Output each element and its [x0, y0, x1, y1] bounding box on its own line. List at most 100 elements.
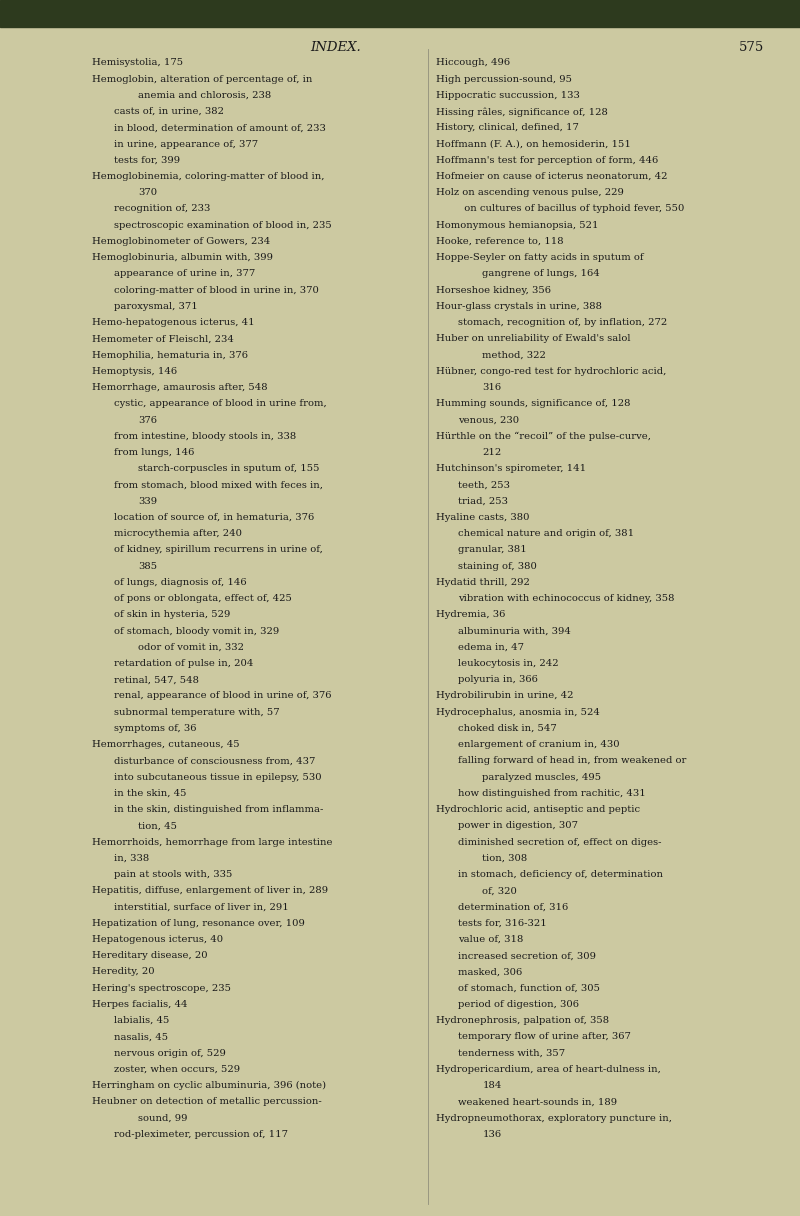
Text: cystic, appearance of blood in urine from,: cystic, appearance of blood in urine fro… — [114, 399, 327, 409]
Text: nervous origin of, 529: nervous origin of, 529 — [114, 1048, 226, 1058]
Text: interstitial, surface of liver in, 291: interstitial, surface of liver in, 291 — [114, 902, 289, 912]
Text: staining of, 380: staining of, 380 — [458, 562, 538, 570]
Text: temporary flow of urine after, 367: temporary flow of urine after, 367 — [458, 1032, 631, 1041]
Text: period of digestion, 306: period of digestion, 306 — [458, 1000, 579, 1009]
Text: location of source of, in hematuria, 376: location of source of, in hematuria, 376 — [114, 513, 314, 522]
Text: into subcutaneous tissue in epilepsy, 530: into subcutaneous tissue in epilepsy, 53… — [114, 772, 322, 782]
Text: labialis, 45: labialis, 45 — [114, 1017, 170, 1025]
Text: triad, 253: triad, 253 — [458, 496, 509, 506]
Text: Hydatid thrill, 292: Hydatid thrill, 292 — [436, 578, 530, 587]
Text: Hippocratic succussion, 133: Hippocratic succussion, 133 — [436, 91, 580, 100]
Text: coloring-matter of blood in urine in, 370: coloring-matter of blood in urine in, 37… — [114, 286, 319, 294]
Text: Hydremia, 36: Hydremia, 36 — [436, 610, 506, 619]
Text: 212: 212 — [482, 447, 502, 457]
Text: tion, 45: tion, 45 — [138, 821, 178, 831]
Text: Hydrocephalus, anosmia in, 524: Hydrocephalus, anosmia in, 524 — [436, 708, 600, 716]
Text: retardation of pulse in, 204: retardation of pulse in, 204 — [114, 659, 254, 668]
Text: sound, 99: sound, 99 — [138, 1114, 188, 1122]
Text: Hoppe-Seyler on fatty acids in sputum of: Hoppe-Seyler on fatty acids in sputum of — [436, 253, 644, 263]
Text: High percussion-sound, 95: High percussion-sound, 95 — [436, 74, 572, 84]
Text: Hering's spectroscope, 235: Hering's spectroscope, 235 — [92, 984, 231, 992]
Text: Hemoglobinemia, coloring-matter of blood in,: Hemoglobinemia, coloring-matter of blood… — [92, 171, 325, 181]
Text: choked disk in, 547: choked disk in, 547 — [458, 724, 557, 733]
Text: gangrene of lungs, 164: gangrene of lungs, 164 — [482, 270, 600, 278]
Text: disturbance of consciousness from, 437: disturbance of consciousness from, 437 — [114, 756, 316, 765]
Text: in urine, appearance of, 377: in urine, appearance of, 377 — [114, 140, 258, 148]
Text: Hoffmann (F. A.), on hemosiderin, 151: Hoffmann (F. A.), on hemosiderin, 151 — [436, 140, 631, 148]
Text: vibration with echinococcus of kidney, 358: vibration with echinococcus of kidney, 3… — [458, 595, 675, 603]
Text: tenderness with, 357: tenderness with, 357 — [458, 1048, 566, 1058]
Text: Hyaline casts, 380: Hyaline casts, 380 — [436, 513, 530, 522]
Text: recognition of, 233: recognition of, 233 — [114, 204, 210, 214]
Text: microcythemia after, 240: microcythemia after, 240 — [114, 529, 242, 539]
Text: appearance of urine in, 377: appearance of urine in, 377 — [114, 270, 256, 278]
Text: Hepatogenous icterus, 40: Hepatogenous icterus, 40 — [92, 935, 223, 944]
Text: INDEX.: INDEX. — [310, 41, 362, 55]
Text: Hissing râles, significance of, 128: Hissing râles, significance of, 128 — [436, 107, 608, 117]
Text: Herpes facialis, 44: Herpes facialis, 44 — [92, 1000, 187, 1009]
Text: in stomach, deficiency of, determination: in stomach, deficiency of, determination — [458, 871, 663, 879]
Text: leukocytosis in, 242: leukocytosis in, 242 — [458, 659, 559, 668]
Text: Hemoglobinometer of Gowers, 234: Hemoglobinometer of Gowers, 234 — [92, 237, 270, 246]
Text: teeth, 253: teeth, 253 — [458, 480, 510, 490]
Text: from stomach, blood mixed with feces in,: from stomach, blood mixed with feces in, — [114, 480, 323, 490]
Text: Hübner, congo-red test for hydrochloric acid,: Hübner, congo-red test for hydrochloric … — [436, 367, 666, 376]
Text: Hemorrhages, cutaneous, 45: Hemorrhages, cutaneous, 45 — [92, 741, 240, 749]
Text: Herringham on cyclic albuminuria, 396 (note): Herringham on cyclic albuminuria, 396 (n… — [92, 1081, 326, 1091]
Text: in, 338: in, 338 — [114, 854, 150, 863]
Text: in blood, determination of amount of, 233: in blood, determination of amount of, 23… — [114, 123, 326, 133]
Text: Hydrochloric acid, antiseptic and peptic: Hydrochloric acid, antiseptic and peptic — [436, 805, 640, 815]
Text: casts of, in urine, 382: casts of, in urine, 382 — [114, 107, 224, 116]
Text: value of, 318: value of, 318 — [458, 935, 524, 944]
Text: venous, 230: venous, 230 — [458, 416, 519, 424]
Text: Hemophilia, hematuria in, 376: Hemophilia, hematuria in, 376 — [92, 350, 248, 360]
Text: Hooke, reference to, 118: Hooke, reference to, 118 — [436, 237, 564, 246]
Text: 316: 316 — [482, 383, 502, 392]
Text: Hydropneumothorax, exploratory puncture in,: Hydropneumothorax, exploratory puncture … — [436, 1114, 672, 1122]
Text: renal, appearance of blood in urine of, 376: renal, appearance of blood in urine of, … — [114, 692, 332, 700]
Text: Hofmeier on cause of icterus neonatorum, 42: Hofmeier on cause of icterus neonatorum,… — [436, 171, 667, 181]
Text: of, 320: of, 320 — [482, 886, 518, 895]
Text: in the skin, 45: in the skin, 45 — [114, 789, 187, 798]
Text: of lungs, diagnosis of, 146: of lungs, diagnosis of, 146 — [114, 578, 247, 587]
Text: enlargement of cranium in, 430: enlargement of cranium in, 430 — [458, 741, 620, 749]
Text: of skin in hysteria, 529: of skin in hysteria, 529 — [114, 610, 230, 619]
Text: History, clinical, defined, 17: History, clinical, defined, 17 — [436, 123, 579, 133]
Bar — [0, 0, 800, 27]
Text: from lungs, 146: from lungs, 146 — [114, 447, 194, 457]
Text: Hürthle on the “recoil” of the pulse-curve,: Hürthle on the “recoil” of the pulse-cur… — [436, 432, 651, 441]
Text: Hereditary disease, 20: Hereditary disease, 20 — [92, 951, 208, 961]
Text: Hepatization of lung, resonance over, 109: Hepatization of lung, resonance over, 10… — [92, 919, 305, 928]
Text: 370: 370 — [138, 188, 158, 197]
Text: Hemorrhage, amaurosis after, 548: Hemorrhage, amaurosis after, 548 — [92, 383, 268, 392]
Text: Humming sounds, significance of, 128: Humming sounds, significance of, 128 — [436, 399, 630, 409]
Text: Hemoglobinuria, albumin with, 399: Hemoglobinuria, albumin with, 399 — [92, 253, 273, 263]
Text: of pons or oblongata, effect of, 425: of pons or oblongata, effect of, 425 — [114, 595, 292, 603]
Text: paralyzed muscles, 495: paralyzed muscles, 495 — [482, 772, 602, 782]
Text: stomach, recognition of, by inflation, 272: stomach, recognition of, by inflation, 2… — [458, 319, 668, 327]
Text: Hiccough, 496: Hiccough, 496 — [436, 58, 510, 67]
Text: from intestine, bloody stools in, 338: from intestine, bloody stools in, 338 — [114, 432, 297, 440]
Text: nasalis, 45: nasalis, 45 — [114, 1032, 169, 1041]
Text: in the skin, distinguished from inflamma-: in the skin, distinguished from inflamma… — [114, 805, 324, 815]
Text: 184: 184 — [482, 1081, 502, 1090]
Text: Hemo-hepatogenous icterus, 41: Hemo-hepatogenous icterus, 41 — [92, 319, 254, 327]
Text: tion, 308: tion, 308 — [482, 854, 528, 863]
Text: spectroscopic examination of blood in, 235: spectroscopic examination of blood in, 2… — [114, 221, 332, 230]
Text: Hoffmann's test for perception of form, 446: Hoffmann's test for perception of form, … — [436, 156, 658, 165]
Text: Hour-glass crystals in urine, 388: Hour-glass crystals in urine, 388 — [436, 302, 602, 311]
Text: Homonymous hemianopsia, 521: Homonymous hemianopsia, 521 — [436, 221, 598, 230]
Text: edema in, 47: edema in, 47 — [458, 643, 525, 652]
Text: Hydropericardium, area of heart-dulness in,: Hydropericardium, area of heart-dulness … — [436, 1065, 661, 1074]
Text: Heredity, 20: Heredity, 20 — [92, 968, 154, 976]
Text: Hemoglobin, alteration of percentage of, in: Hemoglobin, alteration of percentage of,… — [92, 74, 312, 84]
Text: Horseshoe kidney, 356: Horseshoe kidney, 356 — [436, 286, 551, 294]
Text: power in digestion, 307: power in digestion, 307 — [458, 821, 578, 831]
Text: paroxysmal, 371: paroxysmal, 371 — [114, 302, 198, 311]
Text: Holz on ascending venous pulse, 229: Holz on ascending venous pulse, 229 — [436, 188, 624, 197]
Text: odor of vomit in, 332: odor of vomit in, 332 — [138, 643, 245, 652]
Text: Hepatitis, diffuse, enlargement of liver in, 289: Hepatitis, diffuse, enlargement of liver… — [92, 886, 328, 895]
Text: of stomach, function of, 305: of stomach, function of, 305 — [458, 984, 601, 992]
Text: symptoms of, 36: symptoms of, 36 — [114, 724, 197, 733]
Text: weakened heart-sounds in, 189: weakened heart-sounds in, 189 — [458, 1097, 618, 1107]
